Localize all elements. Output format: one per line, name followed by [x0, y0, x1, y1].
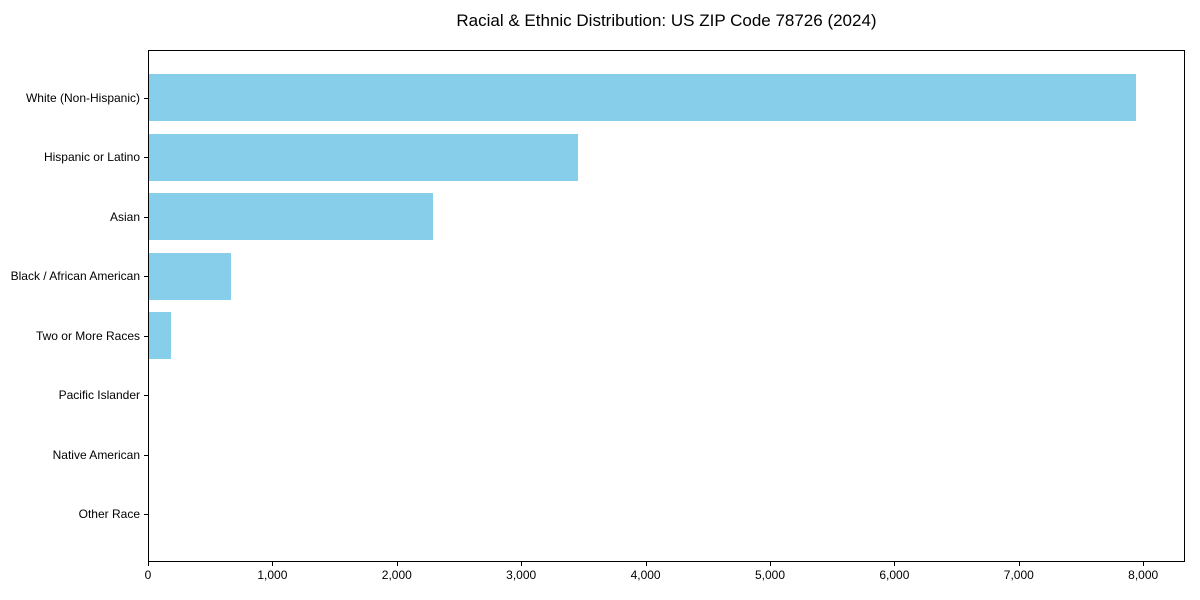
- x-tick-label: 3,000: [506, 568, 537, 582]
- bar: [149, 133, 579, 181]
- y-axis-label: Native American: [52, 447, 140, 462]
- x-tick-label: 8,000: [1128, 568, 1159, 582]
- y-tick-mark: [144, 97, 148, 99]
- x-tick-label: 0: [144, 568, 152, 582]
- x-tick-mark: [272, 562, 274, 566]
- x-tick-mark: [1143, 562, 1145, 566]
- bar: [149, 74, 1136, 121]
- x-tick-label: 2,000: [381, 568, 412, 582]
- plot-area: [148, 50, 1185, 562]
- y-tick-mark: [144, 335, 148, 337]
- x-tick-mark: [894, 562, 896, 566]
- y-axis-label: Hispanic or Latino: [43, 150, 140, 164]
- y-axis-label: Black / African American: [10, 269, 140, 283]
- y-tick-mark: [144, 514, 148, 515]
- x-tick-mark: [521, 562, 523, 566]
- y-axis-label: Two or More Races: [35, 328, 140, 343]
- x-tick-label: 4,000: [630, 568, 661, 582]
- x-tick-mark: [1018, 562, 1020, 566]
- y-axis-label: White (Non-Hispanic): [25, 90, 140, 105]
- x-tick-label: 7,000: [1003, 568, 1034, 582]
- y-axis-label: Asian: [109, 209, 140, 224]
- x-tick-mark: [396, 562, 398, 566]
- x-tick-label: 1,000: [257, 568, 288, 582]
- y-tick-mark: [144, 454, 148, 456]
- x-tick-label: 5,000: [754, 568, 786, 582]
- bar: [149, 252, 231, 300]
- y-tick-mark: [144, 395, 148, 396]
- bar: [149, 312, 171, 359]
- y-tick-mark: [144, 157, 148, 158]
- y-axis-label: Pacific Islander: [58, 388, 140, 402]
- x-tick-mark: [645, 562, 647, 566]
- x-tick-mark: [770, 562, 771, 566]
- bar: [149, 193, 433, 240]
- x-tick-label: 6,000: [879, 568, 910, 582]
- y-tick-mark: [144, 276, 148, 277]
- y-tick-mark: [144, 216, 148, 218]
- chart-title: Racial & Ethnic Distribution: US ZIP Cod…: [456, 11, 877, 30]
- y-axis-label: Other Race: [78, 507, 140, 521]
- x-tick-mark: [148, 562, 149, 566]
